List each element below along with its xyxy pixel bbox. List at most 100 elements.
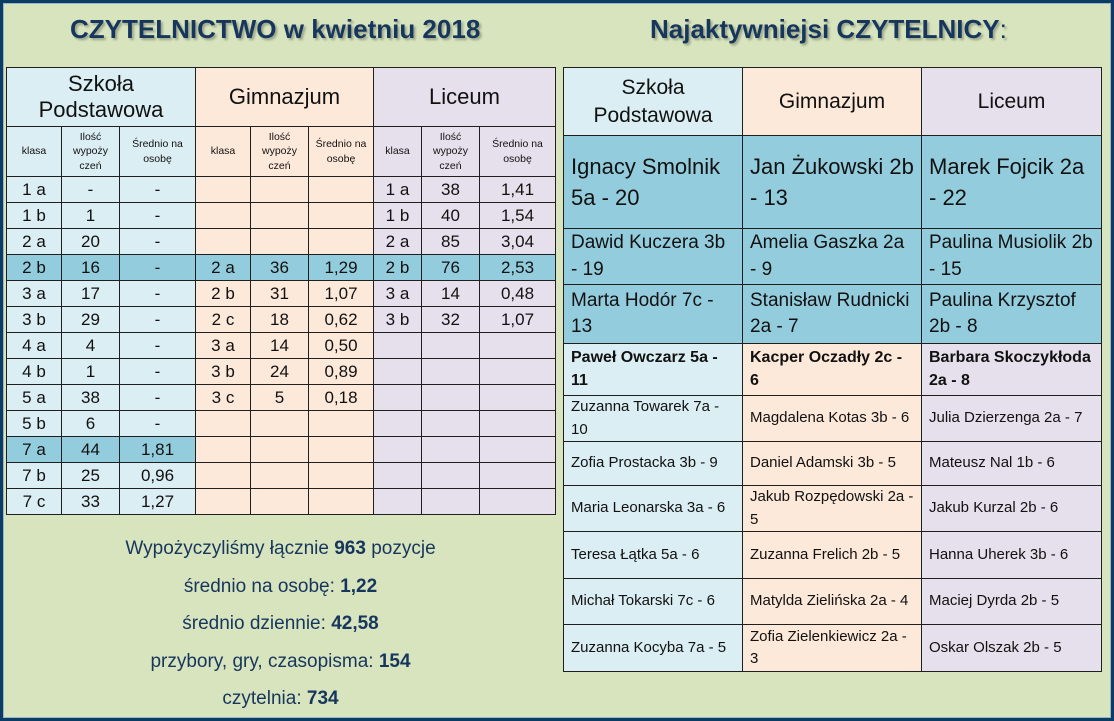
reader-cell-sp: Teresa Łątka 5a - 6	[563, 531, 743, 579]
lc-ilosc-cell	[421, 462, 480, 489]
sp-srednio-cell: 1,81	[119, 436, 196, 463]
gm-srednio-cell	[308, 488, 374, 515]
reader-cell-gm: Kacper Oczadły 2c - 6	[742, 343, 922, 396]
gm-ilosc-cell	[250, 488, 309, 515]
summary-total-value: 963	[334, 538, 366, 559]
gm-klasa-cell: 2 a	[195, 254, 251, 281]
summary-reading-room-value: 734	[306, 688, 339, 709]
lc-klasa-cell: 2 a	[373, 228, 422, 255]
lc-klasa-cell: 1 b	[373, 202, 422, 229]
reader-cell-gm: Matylda Zielińska 2a - 4	[742, 578, 922, 625]
sp-klasa-cell: 5 a	[6, 384, 62, 411]
reader-cell-gm: Jakub Rozpędowski 2a - 5	[742, 485, 922, 532]
reader-cell-lc: Maciej Dyrda 2b - 5	[921, 578, 1102, 625]
reader-row: Michał Tokarski 7c - 6 Matylda Zielińska …	[563, 578, 1102, 625]
page-title: CZYTELNICTWO w kwietniu 2018	[70, 14, 481, 44]
gm-srednio-cell: 1,29	[308, 254, 374, 281]
lc-srednio-cell	[478, 332, 557, 359]
gm-srednio-cell: 1,07	[308, 280, 374, 307]
gm-ilosc-cell	[250, 462, 309, 489]
sp-ilosc-cell: 29	[61, 306, 120, 333]
lc-srednio-cell	[478, 436, 557, 463]
sp-ilosc-cell: 25	[61, 462, 120, 489]
sp-klasa-cell: 2 b	[6, 254, 62, 281]
reader-row: Maria Leonarska 3a - 6 Jakub Rozpędowski …	[563, 485, 1102, 532]
reader-cell-sp: Dawid Kuczera 3b - 19	[563, 228, 743, 285]
reader-cell-sp: Zuzanna Towarek 7a - 10	[563, 395, 743, 442]
reader-cell-sp: Zuzanna Kocyba 7a - 5	[563, 624, 743, 672]
gm-ilosc-cell: 31	[250, 280, 309, 307]
reader-cell-gm: Magdalena Kotas 3b - 6	[742, 395, 922, 442]
sp-srednio-cell: 0,96	[119, 462, 196, 489]
readers-header-szkola-podstawowa: Szkoła Podstawowa	[563, 67, 743, 136]
reader-cell-sp: Maria Leonarska 3a - 6	[563, 485, 743, 532]
stats-row: 7 c 33 1,27	[6, 488, 557, 515]
lc-srednio-cell	[478, 462, 557, 489]
gm-srednio-cell	[308, 202, 374, 229]
gm-ilosc-cell	[250, 436, 309, 463]
lc-srednio-cell	[478, 488, 557, 515]
reader-cell-gm: Stanisław Rudnicki 2a - 7	[742, 284, 922, 344]
summary-total-prefix: Wypożyczyliśmy łącznie	[125, 538, 335, 559]
lc-ilosc-cell: 14	[421, 280, 480, 307]
sp-ilosc-cell: 20	[61, 228, 120, 255]
gm-klasa-cell	[195, 176, 251, 203]
readers-header-gimnazjum: Gimnazjum	[742, 67, 922, 136]
lc-klasa-cell: 2 b	[373, 254, 422, 281]
lc-ilosc-cell	[421, 332, 480, 359]
stats-row: 2 b 16-2 a 36 1,29 2 b 76 2,53	[6, 254, 557, 281]
gm-srednio-cell: 0,50	[308, 332, 374, 359]
summary-misc-value: 154	[378, 650, 411, 672]
reader-row: Marta Hodór 7c - 13 Stanisław Rudnicki 2a…	[563, 284, 1102, 344]
top-readers-table: Szkoła Podstawowa Gimnazjum Liceum Ignac…	[563, 67, 1102, 672]
gm-srednio-cell	[308, 436, 374, 463]
reader-cell-lc: Marek Fojcik 2a - 22	[921, 135, 1102, 229]
readers-title-text: Najaktywniejsi CZYTELNICY	[650, 14, 1000, 44]
reader-cell-sp: Marta Hodór 7c - 13	[563, 284, 743, 344]
summary-daily-value: 42,58	[331, 613, 379, 634]
sp-ilosc-cell: 38	[61, 384, 120, 411]
gm-ilosc-cell: 18	[250, 306, 309, 333]
stats-row: 7 b 25 0,96	[6, 462, 557, 489]
summary-reading-room-label: czytelnia:	[222, 688, 307, 709]
subheader-ilosc: Ilość wypoży czeń	[61, 126, 120, 177]
sp-klasa-cell: 5 b	[6, 410, 62, 437]
sp-srednio-cell: -	[119, 384, 196, 411]
stats-row: 3 b 29-2 c 18 0,62 3 b 32 1,07	[6, 306, 557, 333]
lc-ilosc-cell	[421, 384, 480, 411]
sp-ilosc-cell: 1	[61, 358, 120, 385]
sp-srednio-cell: -	[119, 202, 196, 229]
reader-cell-gm: Zofia Zielenkiewicz 2a - 3	[742, 624, 922, 672]
lc-srednio-cell: 1,41	[478, 176, 557, 203]
stats-row: 5 a 38-3 c 5 0,18	[6, 384, 557, 411]
lc-srednio-cell	[478, 358, 557, 385]
lc-ilosc-cell: 32	[421, 306, 480, 333]
summary-total: Wypożyczyliśmy łącznie 963 pozycje	[6, 530, 555, 568]
reader-cell-lc: Mateusz Nal 1b - 6	[921, 441, 1102, 486]
gm-klasa-cell	[195, 228, 251, 255]
summary-reading-room: czytelnia: 734	[6, 680, 555, 718]
gm-ilosc-cell	[250, 228, 309, 255]
sp-ilosc-cell: 44	[61, 436, 120, 463]
gm-klasa-cell	[195, 462, 251, 489]
summary-daily-label: średnio dziennie:	[182, 613, 332, 634]
subheader-srednio: Średnio na osobę	[308, 126, 374, 177]
sp-klasa-cell: 3 a	[6, 280, 62, 307]
subheader-srednio: Średnio na osobę	[119, 126, 196, 177]
lc-srednio-cell: 1,54	[478, 202, 557, 229]
lc-ilosc-cell: 38	[421, 176, 480, 203]
reader-cell-gm: Daniel Adamski 3b - 5	[742, 441, 922, 486]
group-header-gimnazjum: Gimnazjum	[195, 67, 374, 127]
reader-cell-lc: Paulina Krzysztof 2b - 8	[921, 284, 1102, 344]
gm-ilosc-cell: 36	[250, 254, 309, 281]
reader-cell-gm: Zuzanna Frelich 2b - 5	[742, 531, 922, 579]
summary-total-suffix: pozycje	[365, 538, 436, 559]
lc-klasa-cell	[373, 410, 422, 437]
lc-klasa-cell: 3 a	[373, 280, 422, 307]
subheader-ilosc: Ilość wypoży czeń	[421, 126, 480, 177]
subheader-klasa: klasa	[6, 126, 62, 177]
